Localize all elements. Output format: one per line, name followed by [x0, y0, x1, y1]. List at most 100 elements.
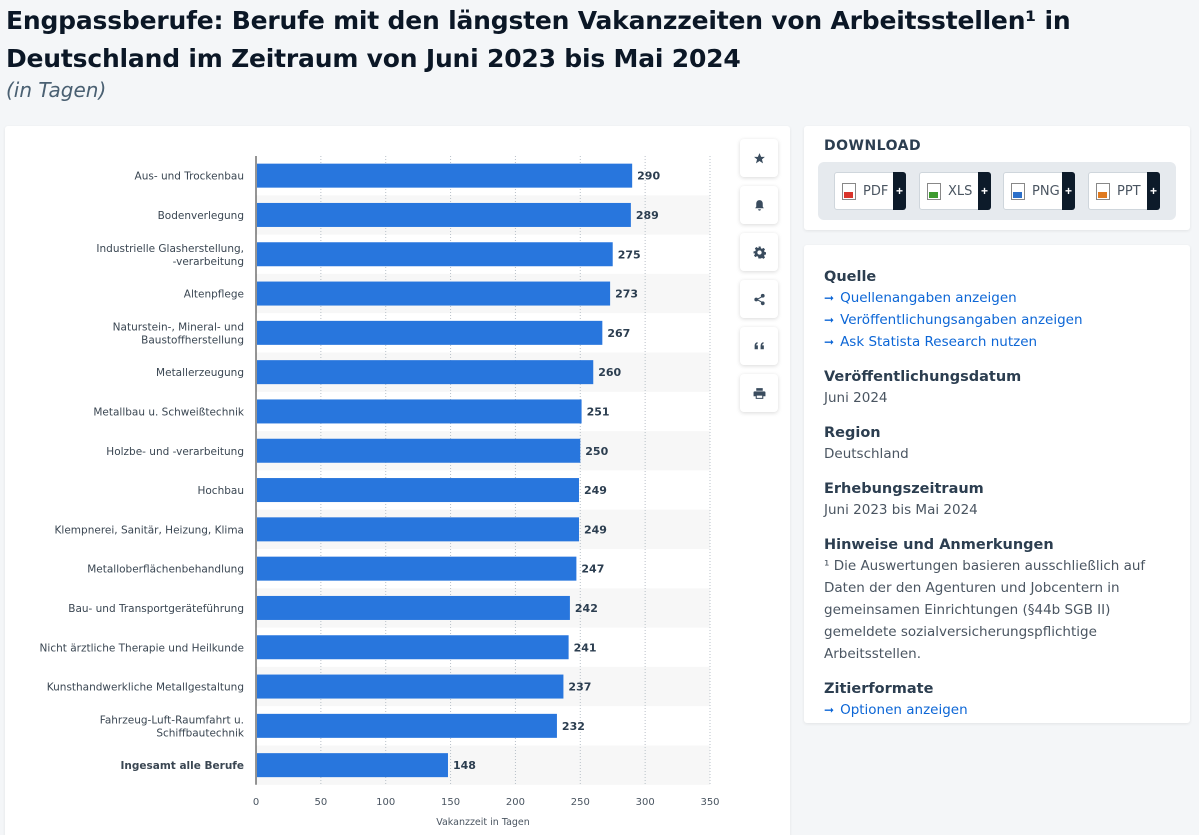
- download-title: DOWNLOAD: [824, 138, 922, 154]
- category-label: Metalloberflächenbehandlung: [87, 564, 244, 576]
- category-label: Naturstein-, Mineral- und Baustoffherstel…: [113, 321, 244, 346]
- category-label: Aus- und Trockenbau: [135, 171, 244, 183]
- data-label: 267: [607, 327, 630, 340]
- png-file-icon: [1011, 182, 1025, 200]
- bar: [257, 438, 581, 463]
- download-pdf-button[interactable]: PDF +: [834, 172, 906, 210]
- x-tick-label: 350: [700, 797, 719, 808]
- info-panel: Quelle ➞ Quellenangaben anzeigen ➞ Veröffe…: [804, 245, 1190, 723]
- bar: [257, 202, 631, 227]
- download-png-button[interactable]: PNG +: [1003, 172, 1075, 210]
- bell-icon: [754, 199, 764, 211]
- arrow-right-icon: ➞: [824, 313, 835, 327]
- publication-date-heading: Veröffentlichungsdatum: [824, 369, 1022, 385]
- page-title: Engpassberufe: Berufe mit den längsten V…: [6, 6, 1071, 73]
- notes-heading: Hinweise und Anmerkungen: [824, 537, 1054, 553]
- publication-details-link[interactable]: ➞ Veröffentlichungsangaben anzeigen: [824, 312, 1083, 328]
- notification-button[interactable]: [740, 186, 778, 224]
- download-xls-button[interactable]: XLS +: [919, 172, 991, 210]
- category-label: Kunsthandwerkliche Metallgestaltung: [47, 682, 244, 694]
- print-button[interactable]: [740, 374, 778, 412]
- data-label: 148: [453, 759, 476, 772]
- download-xls-label: XLS: [948, 183, 973, 199]
- bar: [257, 478, 579, 503]
- x-tick-label: 300: [636, 797, 655, 808]
- category-label: Industrielle Glasherstellung, -verarbeitu…: [96, 243, 244, 268]
- survey-period-heading: Erhebungszeitraum: [824, 481, 984, 497]
- ppt-file-icon: [1096, 182, 1110, 200]
- data-label: 237: [568, 681, 591, 694]
- category-label: Klempnerei, Sanitär, Heizung, Klima: [55, 524, 244, 536]
- download-ppt-button[interactable]: PPT +: [1088, 172, 1160, 210]
- category-label: Bodenverlegung: [158, 210, 244, 222]
- plus-icon: +: [1147, 172, 1160, 210]
- bar: [257, 753, 448, 778]
- bar: [257, 242, 613, 267]
- x-tick-label: 100: [376, 797, 395, 808]
- gear-icon: [753, 246, 766, 259]
- survey-period-value: Juni 2023 bis Mai 2024: [824, 502, 978, 518]
- bar: [257, 281, 611, 306]
- settings-button[interactable]: [740, 233, 778, 271]
- pdf-file-icon: [842, 182, 856, 200]
- bar: [257, 713, 557, 738]
- data-label: 290: [637, 170, 660, 183]
- plus-icon: +: [978, 172, 991, 210]
- source-details-link[interactable]: ➞ Quellenangaben anzeigen: [824, 290, 1017, 306]
- cite-button[interactable]: [740, 327, 778, 365]
- download-png-label: PNG: [1032, 183, 1060, 199]
- citation-heading: Zitierformate: [824, 681, 934, 697]
- favorite-button[interactable]: [740, 139, 778, 177]
- download-panel: DOWNLOAD PDF + XLS + PNG + PPT +: [804, 126, 1190, 230]
- ask-research-link[interactable]: ➞ Ask Statista Research nutzen: [824, 334, 1038, 350]
- category-label: Nicht ärztliche Therapie und Heilkunde: [40, 642, 244, 654]
- x-tick-label: 50: [314, 797, 327, 808]
- data-label: 247: [581, 563, 604, 576]
- arrow-right-icon: ➞: [824, 703, 835, 717]
- arrow-right-icon: ➞: [824, 291, 835, 305]
- bar: [257, 635, 569, 660]
- x-axis-label: Vakanzzeit in Tagen: [436, 817, 530, 828]
- x-tick-label: 250: [571, 797, 590, 808]
- notes-value: ¹ Die Auswertungen basieren ausschließli…: [824, 558, 1146, 662]
- download-ppt-label: PPT: [1117, 183, 1141, 199]
- category-label: Ingesamt alle Berufe: [121, 760, 245, 772]
- download-pdf-label: PDF: [863, 183, 889, 199]
- x-tick-label: 150: [441, 797, 460, 808]
- x-tick-label: 0: [253, 797, 259, 808]
- page-subtitle: (in Tagen): [6, 78, 107, 102]
- bar: [257, 320, 603, 345]
- region-heading: Region: [824, 425, 881, 441]
- plus-icon: +: [893, 172, 906, 210]
- chart-card: 290 Aus- und Trockenbau 289 Bodenverlegung 2…: [5, 126, 790, 835]
- data-label: 250: [585, 445, 608, 458]
- print-icon: [753, 387, 765, 399]
- source-heading: Quelle: [824, 269, 877, 285]
- arrow-right-icon: ➞: [824, 335, 835, 349]
- data-label: 242: [575, 602, 598, 615]
- bar: [257, 399, 582, 424]
- category-label: Bau- und Transportgeräteführung: [68, 603, 244, 615]
- data-label: 232: [562, 720, 585, 733]
- data-label: 251: [587, 405, 610, 418]
- category-label: Altenpflege: [184, 289, 244, 301]
- category-label: Metallerzeugung: [156, 367, 244, 379]
- xls-file-icon: [927, 182, 941, 200]
- x-tick-label: 200: [506, 797, 525, 808]
- chart-toolbar: [740, 139, 778, 421]
- publication-date-value: Juni 2024: [824, 390, 888, 406]
- download-bar: PDF + XLS + PNG + PPT +: [818, 162, 1176, 220]
- share-button[interactable]: [740, 280, 778, 318]
- data-label: 249: [584, 523, 607, 536]
- data-label: 273: [615, 288, 638, 301]
- category-label: Fahrzeug-Luft-Raumfahrt u. Schiffbautechn…: [100, 714, 245, 739]
- data-label: 275: [618, 248, 641, 261]
- category-label: Metallbau u. Schweißtechnik: [93, 406, 245, 418]
- bar: [257, 556, 577, 581]
- category-label: Holzbe- und -verarbeitung: [106, 446, 244, 458]
- citation-options-link[interactable]: ➞ Optionen anzeigen: [824, 702, 968, 718]
- region-value: Deutschland: [824, 446, 909, 462]
- share-icon: [753, 293, 765, 305]
- bar-chart: 290 Aus- und Trockenbau 289 Bodenverlegung 2…: [40, 156, 720, 828]
- bar: [257, 595, 570, 620]
